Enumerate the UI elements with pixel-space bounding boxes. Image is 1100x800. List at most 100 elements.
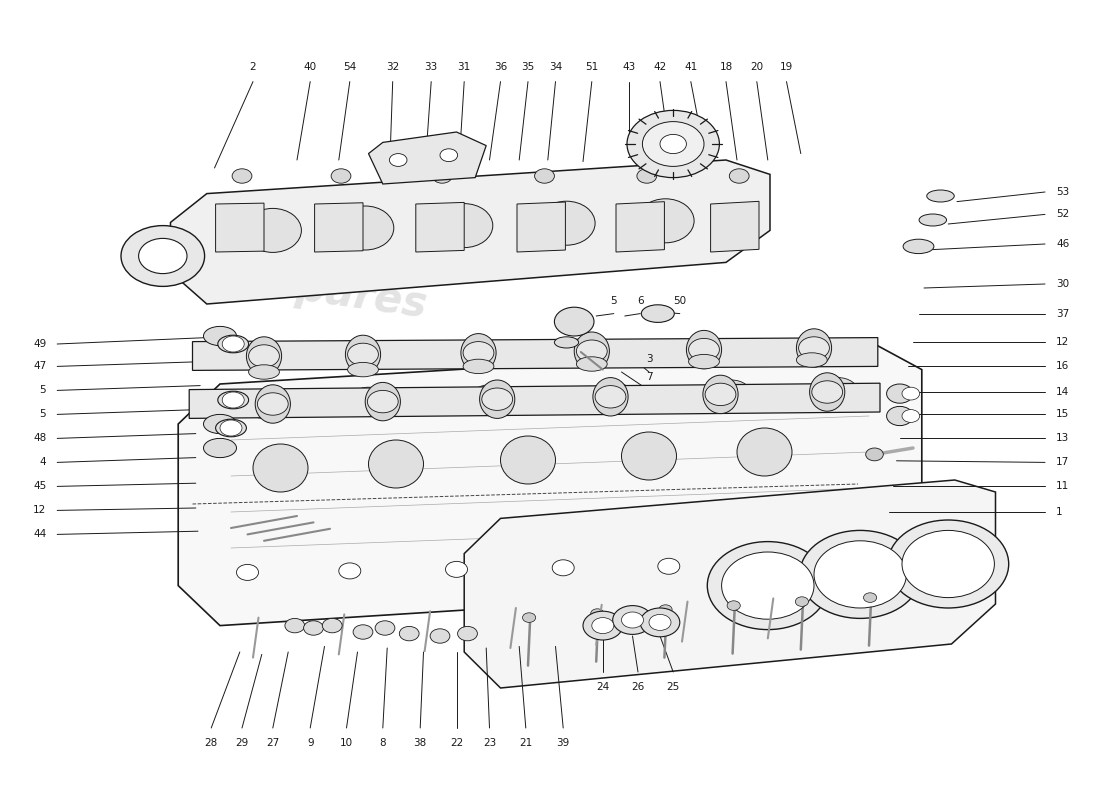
Ellipse shape bbox=[204, 438, 236, 458]
Text: 52: 52 bbox=[1056, 210, 1069, 219]
Text: 44: 44 bbox=[33, 530, 46, 539]
Ellipse shape bbox=[461, 334, 496, 372]
Circle shape bbox=[659, 605, 672, 614]
Polygon shape bbox=[517, 202, 565, 252]
Text: 7: 7 bbox=[646, 372, 652, 382]
Text: 15: 15 bbox=[1056, 410, 1069, 419]
Polygon shape bbox=[368, 132, 486, 184]
Text: 22: 22 bbox=[450, 738, 463, 747]
Text: 50: 50 bbox=[673, 296, 686, 306]
Ellipse shape bbox=[796, 353, 827, 367]
Text: 28: 28 bbox=[205, 738, 218, 747]
Circle shape bbox=[800, 530, 921, 618]
Circle shape bbox=[470, 385, 509, 414]
Text: 6: 6 bbox=[637, 296, 644, 306]
Circle shape bbox=[705, 383, 736, 406]
Text: 42: 42 bbox=[653, 62, 667, 72]
Circle shape bbox=[389, 154, 407, 166]
Text: 5: 5 bbox=[610, 296, 617, 306]
Circle shape bbox=[367, 390, 398, 413]
Polygon shape bbox=[178, 344, 922, 626]
Circle shape bbox=[689, 338, 719, 361]
Text: 49: 49 bbox=[33, 339, 46, 349]
Circle shape bbox=[764, 557, 786, 573]
Circle shape bbox=[722, 552, 814, 619]
Circle shape bbox=[640, 608, 680, 637]
Circle shape bbox=[285, 618, 305, 633]
Ellipse shape bbox=[249, 365, 279, 379]
Text: 17: 17 bbox=[1056, 458, 1069, 467]
Text: 18: 18 bbox=[719, 62, 733, 72]
Circle shape bbox=[304, 621, 323, 635]
Circle shape bbox=[399, 626, 419, 641]
Text: 8: 8 bbox=[379, 738, 386, 747]
Circle shape bbox=[458, 626, 477, 641]
Circle shape bbox=[812, 381, 843, 403]
Circle shape bbox=[799, 337, 829, 359]
Text: 12: 12 bbox=[1056, 338, 1069, 347]
Circle shape bbox=[887, 384, 913, 403]
Ellipse shape bbox=[574, 332, 609, 370]
Text: 32: 32 bbox=[386, 62, 399, 72]
Circle shape bbox=[583, 611, 623, 640]
Polygon shape bbox=[711, 202, 759, 252]
Circle shape bbox=[658, 558, 680, 574]
Text: 21: 21 bbox=[519, 738, 532, 747]
Circle shape bbox=[535, 169, 554, 183]
Circle shape bbox=[888, 520, 1009, 608]
Circle shape bbox=[727, 601, 740, 610]
Circle shape bbox=[864, 593, 877, 602]
Text: 19: 19 bbox=[780, 62, 793, 72]
Text: 20: 20 bbox=[750, 62, 763, 72]
Text: 31: 31 bbox=[458, 62, 471, 72]
Circle shape bbox=[232, 169, 252, 183]
Circle shape bbox=[331, 169, 351, 183]
Text: 4: 4 bbox=[40, 458, 46, 467]
Polygon shape bbox=[464, 480, 996, 688]
Circle shape bbox=[236, 565, 258, 581]
Text: 34: 34 bbox=[549, 62, 562, 72]
Text: 30: 30 bbox=[1056, 279, 1069, 289]
Ellipse shape bbox=[337, 206, 394, 250]
Text: 16: 16 bbox=[1056, 362, 1069, 371]
Circle shape bbox=[139, 238, 187, 274]
Circle shape bbox=[707, 542, 828, 630]
Ellipse shape bbox=[204, 326, 236, 346]
Circle shape bbox=[576, 340, 607, 362]
Text: 1: 1 bbox=[1056, 507, 1063, 517]
Ellipse shape bbox=[246, 337, 282, 375]
Text: 48: 48 bbox=[33, 434, 46, 443]
Circle shape bbox=[795, 597, 808, 606]
Text: 13: 13 bbox=[1056, 434, 1069, 443]
Circle shape bbox=[712, 380, 751, 409]
Text: 5: 5 bbox=[40, 410, 46, 419]
Text: 43: 43 bbox=[623, 62, 636, 72]
Ellipse shape bbox=[500, 436, 556, 484]
Polygon shape bbox=[170, 160, 770, 304]
Circle shape bbox=[222, 336, 244, 352]
Ellipse shape bbox=[244, 208, 301, 253]
Ellipse shape bbox=[255, 385, 290, 423]
Ellipse shape bbox=[926, 190, 955, 202]
Circle shape bbox=[220, 420, 242, 436]
Text: 33: 33 bbox=[425, 62, 438, 72]
Text: 39: 39 bbox=[557, 738, 570, 747]
Text: 10: 10 bbox=[340, 738, 353, 747]
Ellipse shape bbox=[463, 359, 494, 374]
Polygon shape bbox=[315, 202, 363, 252]
Text: 3: 3 bbox=[646, 354, 652, 364]
Circle shape bbox=[814, 541, 906, 608]
Text: 36: 36 bbox=[494, 62, 507, 72]
Circle shape bbox=[249, 345, 279, 367]
Text: 37: 37 bbox=[1056, 309, 1069, 318]
Circle shape bbox=[440, 149, 458, 162]
Circle shape bbox=[121, 226, 205, 286]
Circle shape bbox=[322, 618, 342, 633]
Ellipse shape bbox=[480, 380, 515, 418]
Ellipse shape bbox=[810, 373, 845, 411]
Circle shape bbox=[902, 410, 920, 422]
Text: 9: 9 bbox=[307, 738, 314, 747]
Text: 40: 40 bbox=[304, 62, 317, 72]
Text: 38: 38 bbox=[414, 738, 427, 747]
Circle shape bbox=[348, 343, 378, 366]
